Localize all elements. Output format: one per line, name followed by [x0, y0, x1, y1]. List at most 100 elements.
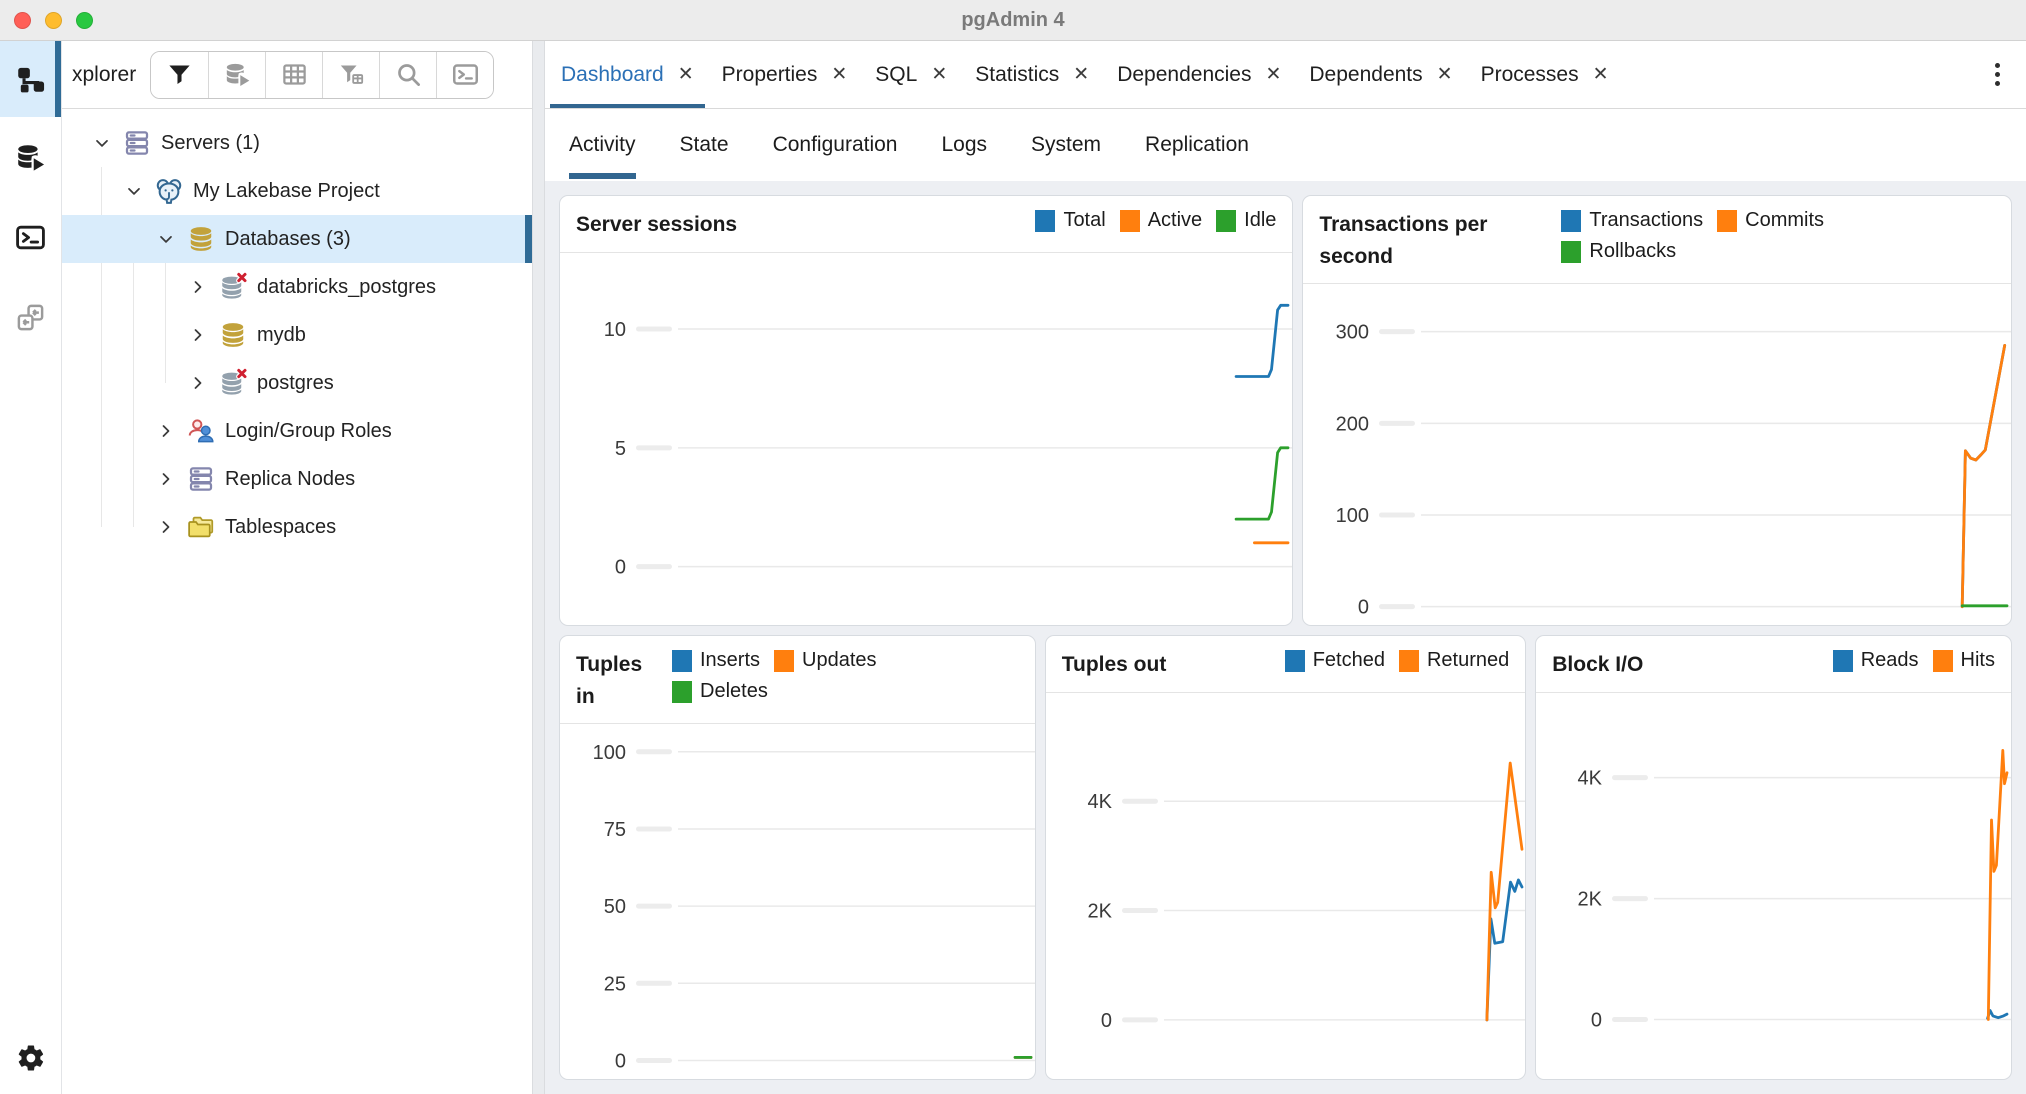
tree-item-databricks-postgres[interactable]: databricks_postgres: [62, 263, 532, 311]
toolbar-button-filter[interactable]: [151, 51, 209, 98]
svg-text:10: 10: [604, 319, 626, 341]
svg-text:0: 0: [1591, 1009, 1602, 1031]
chevron-right-icon[interactable]: [185, 325, 211, 345]
subtab-logs[interactable]: Logs: [941, 133, 988, 156]
legend-item-reads[interactable]: Reads: [1832, 649, 1919, 672]
chevron-down-icon[interactable]: [89, 133, 115, 153]
main-panel: Dashboard ✕ Properties ✕ SQL ✕ Statistics ✕ Depe…: [545, 41, 2026, 1094]
subtab-replication[interactable]: Replication: [1145, 133, 1249, 156]
tab-dependencies[interactable]: Dependencies ✕: [1103, 41, 1295, 108]
rail-item-schema-diff[interactable]: [0, 277, 61, 357]
tree-item-servers-1-[interactable]: Servers (1): [62, 119, 532, 167]
tab-sql[interactable]: SQL ✕: [861, 41, 961, 108]
legend-label: Inserts: [700, 649, 761, 671]
legend-item-commits[interactable]: Commits: [1717, 209, 1824, 232]
tree-indent-guide: [101, 167, 102, 527]
close-icon[interactable]: ✕: [1592, 64, 1609, 85]
legend-item-inserts[interactable]: Inserts: [672, 649, 760, 672]
tree-item-my-lakebase-project[interactable]: My Lakebase Project: [62, 167, 532, 215]
tab-label: Dependents: [1309, 62, 1423, 86]
rail-item-object-explorer[interactable]: [0, 41, 61, 117]
toolbar-button-query-tool[interactable]: [436, 51, 494, 98]
chart-legend: Fetched Returned: [1284, 649, 1510, 672]
legend-label: Returned: [1426, 649, 1510, 671]
subtab-state[interactable]: State: [679, 133, 729, 156]
tree-item-postgres[interactable]: postgres: [62, 359, 532, 407]
grid-icon: [281, 61, 308, 88]
tree-item-replica-nodes[interactable]: Replica Nodes: [62, 455, 532, 503]
chevron-down-icon[interactable]: [121, 181, 147, 201]
legend-item-idle[interactable]: Idle: [1216, 209, 1276, 232]
panel-title: Block I/O: [1552, 653, 1644, 676]
chevron-right-icon[interactable]: [185, 373, 211, 393]
tree-item-mydb[interactable]: mydb: [62, 311, 532, 359]
magnifier-icon: [395, 61, 422, 88]
chevron-right-icon[interactable]: [185, 277, 211, 297]
subtab-activity[interactable]: Activity: [569, 109, 636, 181]
zoom-window-button[interactable]: [76, 12, 93, 29]
tree-item-label: postgres: [257, 371, 334, 394]
toolbar-button-table[interactable]: [265, 51, 323, 98]
kebab-dot: [1995, 72, 2000, 77]
toolbar-button-view-data[interactable]: [208, 51, 266, 98]
subtab-system[interactable]: System: [1031, 133, 1102, 156]
svg-text:100: 100: [1336, 505, 1369, 527]
tab-properties[interactable]: Properties ✕: [708, 41, 862, 108]
subtab-configuration[interactable]: Configuration: [772, 133, 898, 156]
legend-item-updates[interactable]: Updates: [774, 649, 877, 672]
database-play-icon: [15, 142, 46, 173]
legend-label: Hits: [1960, 649, 1995, 671]
tab-dependents[interactable]: Dependents ✕: [1295, 41, 1466, 108]
rail-spacer: [0, 357, 61, 1022]
chevron-right-icon[interactable]: [153, 421, 179, 441]
dashboard-area: Server sessions Total Active Idle 0 5 10 Tra…: [545, 181, 2026, 1094]
dashboard-subtabbar: Activity State Configuration Logs System Repl…: [545, 109, 2026, 181]
legend-item-deletes[interactable]: Deletes: [672, 680, 768, 703]
toolbar-button-filtered-rows[interactable]: [322, 51, 380, 98]
panel-body: 0 25 50 75 100: [560, 724, 1035, 1079]
svg-text:0: 0: [615, 1050, 626, 1072]
legend-label: Deletes: [700, 680, 768, 702]
panel-splitter[interactable]: [532, 41, 545, 1094]
close-icon[interactable]: ✕: [1265, 64, 1282, 85]
close-window-button[interactable]: [14, 12, 31, 29]
tree-item-databases-3-[interactable]: Databases (3): [62, 215, 532, 263]
chevron-right-icon[interactable]: [153, 469, 179, 489]
legend-swatch: [1216, 209, 1237, 232]
schema-diff-icon: [15, 302, 46, 333]
legend-item-active[interactable]: Active: [1119, 209, 1202, 232]
close-icon[interactable]: ✕: [831, 64, 848, 85]
tab-list-menu-button[interactable]: [1987, 55, 2008, 94]
tab-dashboard[interactable]: Dashboard ✕: [547, 41, 708, 108]
legend-item-fetched[interactable]: Fetched: [1284, 649, 1385, 672]
tab-label: SQL: [875, 62, 918, 86]
minimize-window-button[interactable]: [45, 12, 62, 29]
legend-swatch: [1119, 209, 1140, 232]
close-icon[interactable]: ✕: [677, 64, 694, 85]
toolbar-button-search[interactable]: [379, 51, 437, 98]
tab-processes[interactable]: Processes ✕: [1467, 41, 1623, 108]
legend-swatch: [672, 680, 692, 703]
close-icon[interactable]: ✕: [1073, 64, 1090, 85]
rail-item-settings[interactable]: [0, 1022, 61, 1094]
chevron-right-icon[interactable]: [153, 517, 179, 537]
rail-item-query-tool[interactable]: [0, 117, 61, 197]
legend-item-hits[interactable]: Hits: [1932, 649, 1995, 672]
close-icon[interactable]: ✕: [931, 64, 948, 85]
tree-item-login-group-roles[interactable]: Login/Group Roles: [62, 407, 532, 455]
tab-statistics[interactable]: Statistics ✕: [961, 41, 1103, 108]
chevron-down-icon[interactable]: [153, 229, 179, 249]
legend-item-rollbacks[interactable]: Rollbacks: [1561, 240, 1676, 263]
line-chart: 0 100 200 300: [1303, 284, 2012, 625]
rail-item-psql-terminal[interactable]: [0, 197, 61, 277]
tab-label: Dashboard: [561, 62, 664, 86]
panel-title: Server sessions: [576, 213, 738, 236]
database-disconnected-icon: [218, 271, 248, 302]
tree-item-tablespaces[interactable]: Tablespaces: [62, 503, 532, 551]
close-icon[interactable]: ✕: [1436, 64, 1453, 85]
legend-item-total[interactable]: Total: [1035, 209, 1106, 232]
legend-item-returned[interactable]: Returned: [1398, 649, 1510, 672]
legend-item-transactions[interactable]: Transactions: [1561, 209, 1703, 232]
svg-text:200: 200: [1336, 413, 1369, 435]
legend-label: Transactions: [1589, 209, 1704, 231]
